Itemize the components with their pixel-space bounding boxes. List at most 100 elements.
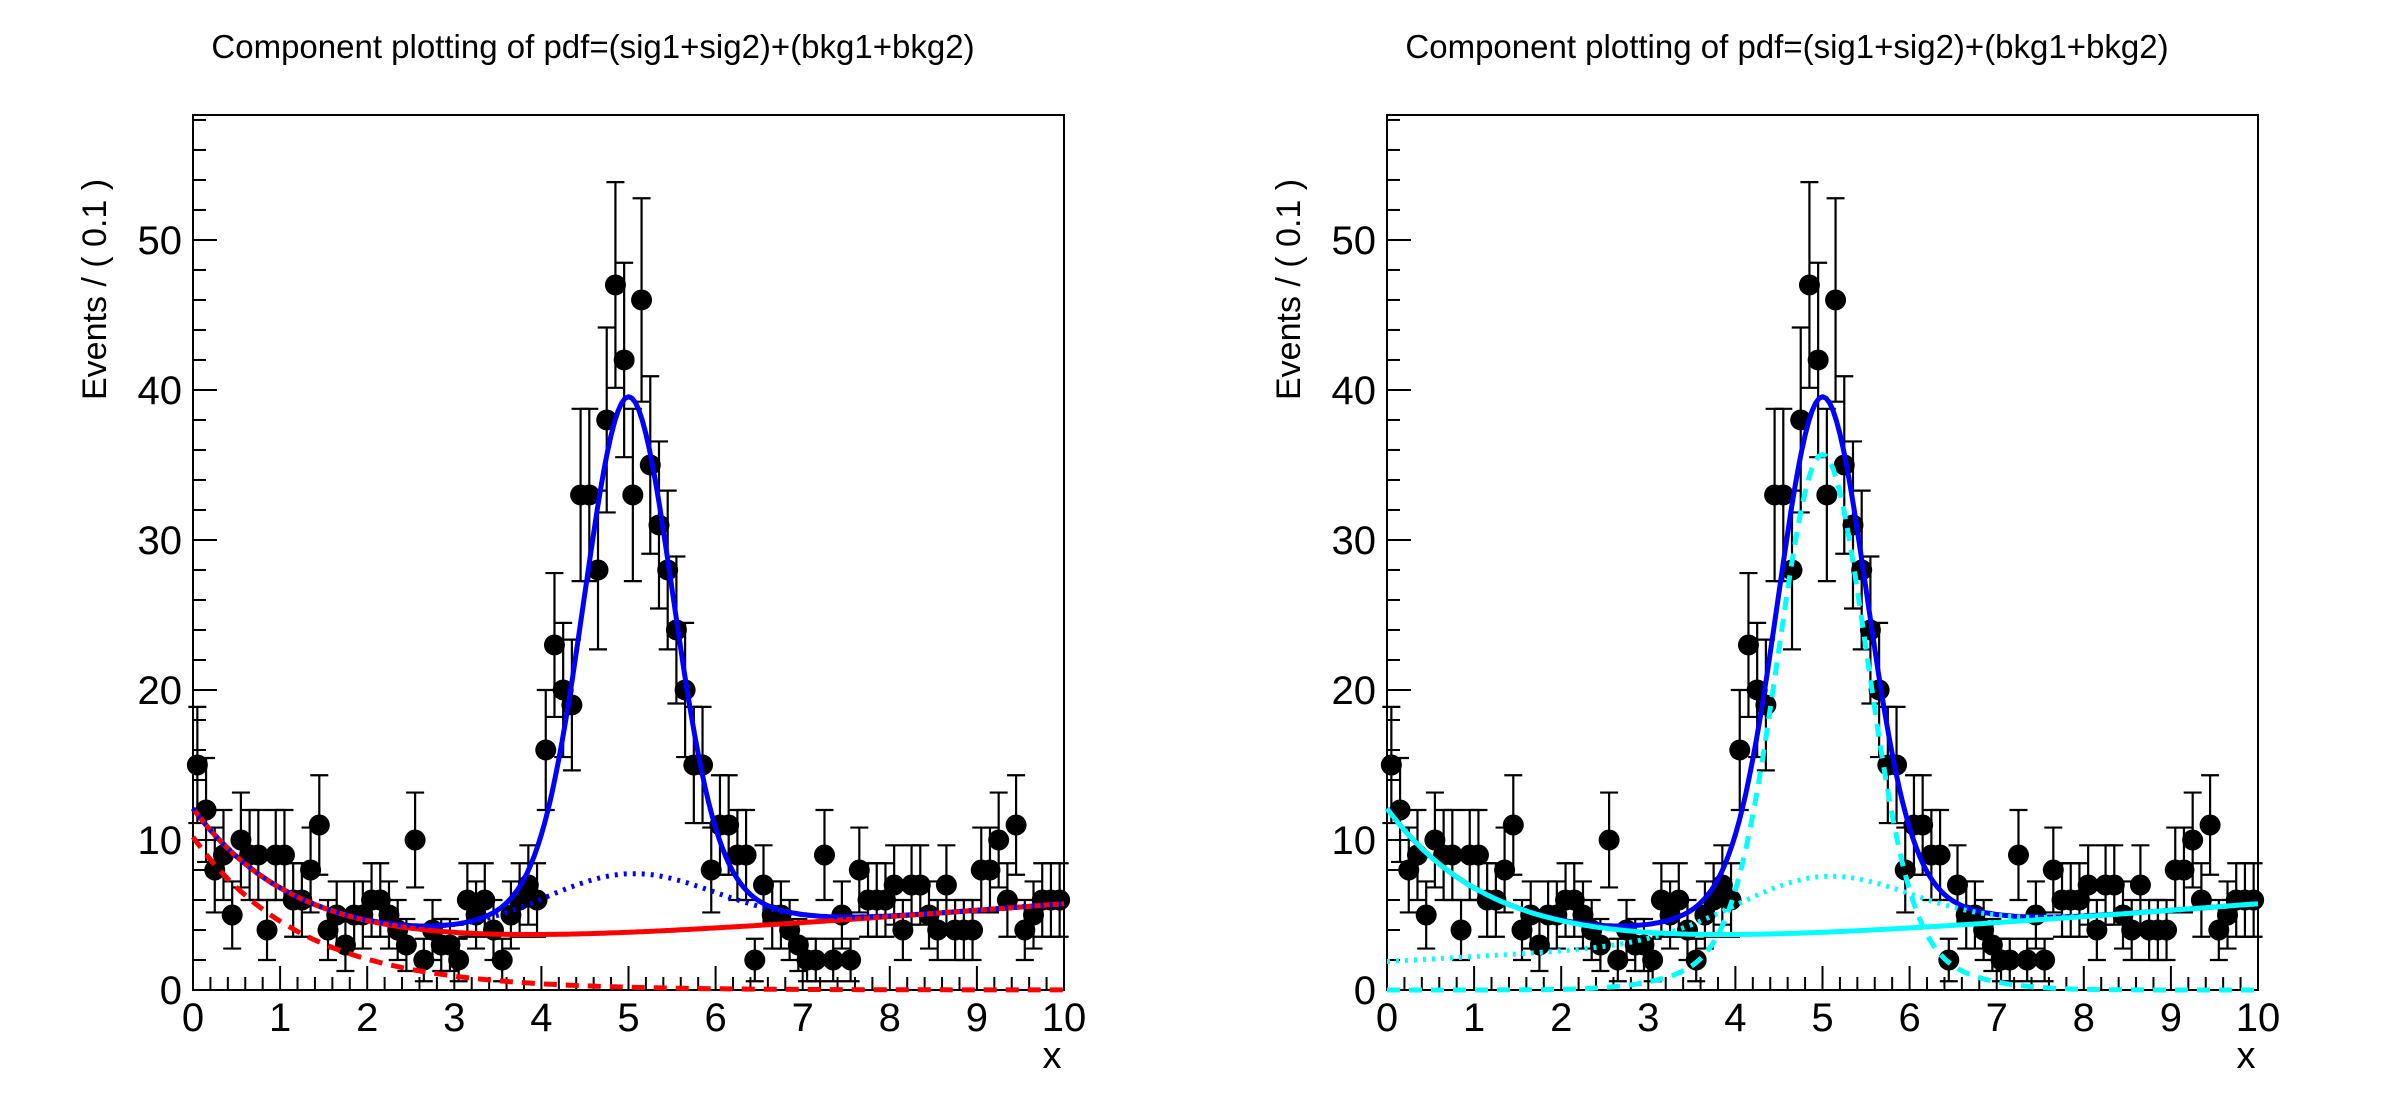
data-point [404,829,426,851]
data-point [2129,874,2151,896]
x-axis-title: x [2237,1035,2256,1077]
data-point [1772,484,1794,506]
data-point [491,949,513,971]
left-plot: Component plotting of pdf=(sig1+sig2)+(b… [76,28,1087,1077]
data-point [1894,859,1916,881]
data-point [631,289,653,311]
data-point [822,949,844,971]
y-tick-label: 50 [138,219,183,263]
data-point [1005,814,1027,836]
data-point [935,874,957,896]
data-points [186,274,1071,971]
y-axis-title: Events / ( 0.1 ) [1270,179,1308,400]
data-point [2103,874,2125,896]
plot-area: 0 1 2 3 4 5 6 7 8 9 10 0 10 20 30 40 50 [1332,114,2281,1040]
x-tick-label: 3 [443,996,465,1040]
data-point [840,949,862,971]
x-tick-label: 9 [2160,996,2182,1040]
data-point [735,844,757,866]
data-point [543,634,565,656]
data-point [273,844,295,866]
data-point [526,889,548,911]
x-tick-label: 4 [1724,996,1746,1040]
data-point [395,934,417,956]
data-point [413,949,435,971]
curve-sig1,sig2 [1387,452,2258,993]
data-point [2199,814,2221,836]
data-point [753,874,775,896]
data-points [1380,274,2265,971]
data-point [186,754,208,776]
data-point [1781,559,1803,581]
y-tick-label: 0 [1354,969,1376,1013]
data-point [247,844,269,866]
data-point [1598,829,1620,851]
error-bars [1382,181,2263,983]
plot-frame [192,114,1065,991]
data-point [1947,874,1969,896]
x-tick-label: 0 [1376,996,1398,1040]
data-point [535,739,557,761]
data-point [300,859,322,881]
data-point [813,844,835,866]
data-point [700,859,722,881]
x-tick-label: 8 [879,996,901,1040]
curve-bkg [1385,806,2259,937]
x-tick-label: 2 [356,996,378,1040]
data-point [2173,859,2195,881]
x-tick-label: 10 [2236,996,2281,1040]
data-point [1049,889,1071,911]
data-point [2016,949,2038,971]
y-tick-label: 30 [138,519,183,563]
x-tick-label: 6 [1898,996,1920,1040]
data-point [1528,934,1550,956]
x-tick-label: 1 [1463,996,1485,1040]
data-point [2182,829,2204,851]
right-plot: Component plotting of pdf=(sig1+sig2)+(b… [1270,28,2281,1077]
curve-bkg,sig2 [191,806,1065,929]
data-point [2034,949,2056,971]
data-point [474,889,496,911]
data-point [1999,949,2021,971]
data-point [979,859,1001,881]
curve-bkg2 [190,835,1064,993]
y-tick-label: 20 [1332,669,1377,713]
plot-area: 0 1 2 3 4 5 6 7 8 9 10 0 10 20 30 40 50 [138,114,1087,1040]
data-point [1825,289,1847,311]
y-tick-label: 0 [160,969,182,1013]
plot-title: Component plotting of pdf=(sig1+sig2)+(b… [211,28,974,65]
data-point [613,349,635,371]
data-point [221,904,243,926]
data-point [1467,844,1489,866]
x-tick-label: 0 [182,996,204,1040]
x-tick-label: 9 [966,996,988,1040]
curve-model [191,394,1065,929]
data-point [2007,844,2029,866]
data-point [744,949,766,971]
data-point [1380,754,1402,776]
x-tick-label: 1 [269,996,291,1040]
data-point [1912,814,1934,836]
data-point [2156,919,2178,941]
data-point [308,814,330,836]
y-tick-label: 30 [1332,519,1377,563]
x-tick-label: 8 [2073,996,2095,1040]
data-point [482,919,504,941]
data-point [962,919,984,941]
data-point [1494,859,1516,881]
x-tick-label: 3 [1637,996,1659,1040]
data-point [1415,904,1437,926]
data-point [2077,874,2099,896]
x-tick-label: 10 [1042,996,1087,1040]
y-axis-title: Events / ( 0.1 ) [76,179,114,400]
data-point [805,949,827,971]
data-point [587,559,609,581]
data-point [1668,889,1690,911]
data-point [448,949,470,971]
x-tick-label: 7 [792,996,814,1040]
data-point [1729,739,1751,761]
data-point [1816,484,1838,506]
curve-bkg1,sig2 [1386,873,2259,964]
data-point [1607,949,1629,971]
x-axis-title: x [1043,1035,1062,1077]
